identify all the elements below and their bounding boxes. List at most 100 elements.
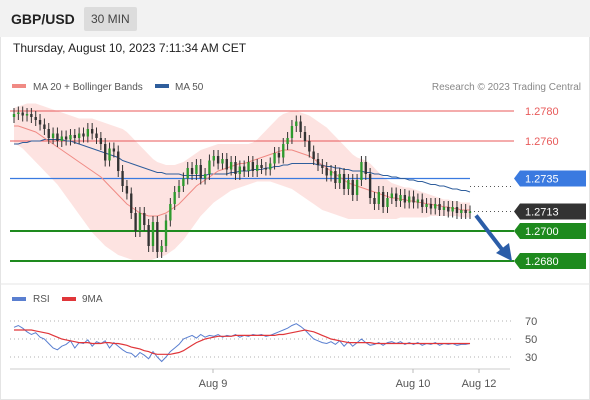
candle-down (316, 159, 320, 165)
candle-up (25, 114, 29, 116)
candle-down (99, 138, 103, 144)
candle-down (73, 135, 76, 138)
support-label: 1.2680 (525, 256, 559, 268)
candle-down (130, 193, 133, 213)
candle-down (438, 204, 441, 210)
candle-up (416, 199, 420, 203)
candle-up (182, 178, 185, 186)
resistance-label: 1.2780 (525, 106, 559, 118)
candle-up (138, 213, 142, 231)
pivot-price-tag (514, 170, 586, 187)
rsi-ma9-line (14, 329, 470, 355)
candle-up (329, 171, 333, 176)
candle-down (412, 196, 415, 203)
current-price-tag (514, 203, 586, 220)
candle-down (299, 121, 302, 132)
price-plot: 1.2780 1.2760 1.2735 1.2713 1.2700 1.2680 (10, 103, 586, 269)
support-label: 1.2700 (525, 226, 559, 238)
candle-down (403, 195, 407, 203)
candle-down (56, 133, 59, 141)
candle-up (208, 160, 211, 174)
rsi-legend-swatch (12, 297, 26, 301)
candle-down (190, 168, 194, 174)
candle-down (429, 204, 433, 209)
timeframe-badge[interactable]: 30 MIN (84, 7, 137, 31)
candle-down (334, 171, 337, 183)
candle-down (117, 151, 120, 171)
candle-up (377, 192, 380, 204)
forecast-arrow-shaft (474, 214, 506, 254)
candle-down (351, 180, 354, 195)
candle-down (394, 193, 398, 201)
candle-down (251, 162, 255, 171)
candle-up (60, 136, 63, 141)
rsi-plot: 70 50 30 (10, 316, 537, 364)
candle-down (38, 120, 42, 125)
candle-down (121, 171, 124, 186)
candle-up (229, 162, 233, 170)
candle-down (277, 153, 281, 158)
ma50-line (14, 139, 471, 193)
candle-down (455, 207, 459, 213)
candle-up (451, 207, 454, 212)
candle-down (47, 129, 50, 138)
ma20-legend-swatch (12, 84, 26, 88)
candle-down (373, 198, 376, 204)
candle-up (169, 204, 172, 221)
bollinger-band-area (14, 103, 470, 261)
candle-down (312, 151, 315, 159)
x-tick-label: Aug 9 (199, 378, 228, 390)
candle-up (408, 196, 411, 203)
rsi-tick-label: 30 (525, 352, 537, 364)
candle-down (447, 207, 450, 212)
candle-down (147, 225, 150, 246)
candle-down (104, 144, 107, 161)
pivot-label: 1.2735 (525, 174, 559, 186)
current-label: 1.2713 (525, 207, 559, 219)
candle-up (360, 162, 363, 180)
candle-down (82, 133, 85, 137)
candle-down (143, 213, 146, 225)
candle-up (221, 159, 224, 164)
candle-down (325, 168, 328, 176)
candle-down (264, 168, 268, 170)
candle-down (260, 165, 263, 168)
candle-up (399, 195, 402, 201)
rsi-tick-label: 50 (525, 334, 537, 346)
ma9-legend-label: 9MA (82, 294, 103, 305)
candle-down (21, 112, 24, 116)
ma20-legend-label: MA 20 + Bollinger Bands (33, 82, 143, 93)
candle-up (77, 133, 81, 138)
candle-up (186, 168, 189, 179)
candle-down (134, 213, 137, 231)
x-tick-label: Aug 10 (396, 378, 431, 390)
candle-up (173, 192, 176, 204)
candle-up (12, 114, 16, 117)
candle-up (269, 163, 272, 170)
candle-up (434, 204, 437, 209)
ma20-line (14, 125, 470, 217)
candle-down (421, 199, 424, 207)
support-price-tag (514, 223, 586, 239)
candle-up (17, 112, 20, 114)
x-tick-label: Aug 12 (462, 378, 497, 390)
candle-up (347, 180, 350, 189)
candle-down (364, 162, 367, 174)
candle-up (295, 121, 298, 126)
candle-down (321, 165, 324, 168)
candle-up (151, 222, 155, 246)
candle-down (234, 162, 237, 174)
candle-up (164, 220, 168, 246)
chart-datetime: Thursday, August 10, 2023 7:11:34 AM CET (13, 41, 247, 55)
candle-up (290, 126, 294, 138)
candle-up (160, 246, 163, 252)
candle-up (425, 204, 428, 207)
candle-down (242, 166, 246, 171)
candle-up (355, 180, 359, 195)
candle-down (43, 124, 46, 129)
candle-up (247, 162, 250, 171)
candle-down (308, 141, 311, 152)
symbol-title: GBP/USD (11, 11, 75, 27)
chart-credit: Research © 2023 Trading Central (432, 82, 581, 93)
